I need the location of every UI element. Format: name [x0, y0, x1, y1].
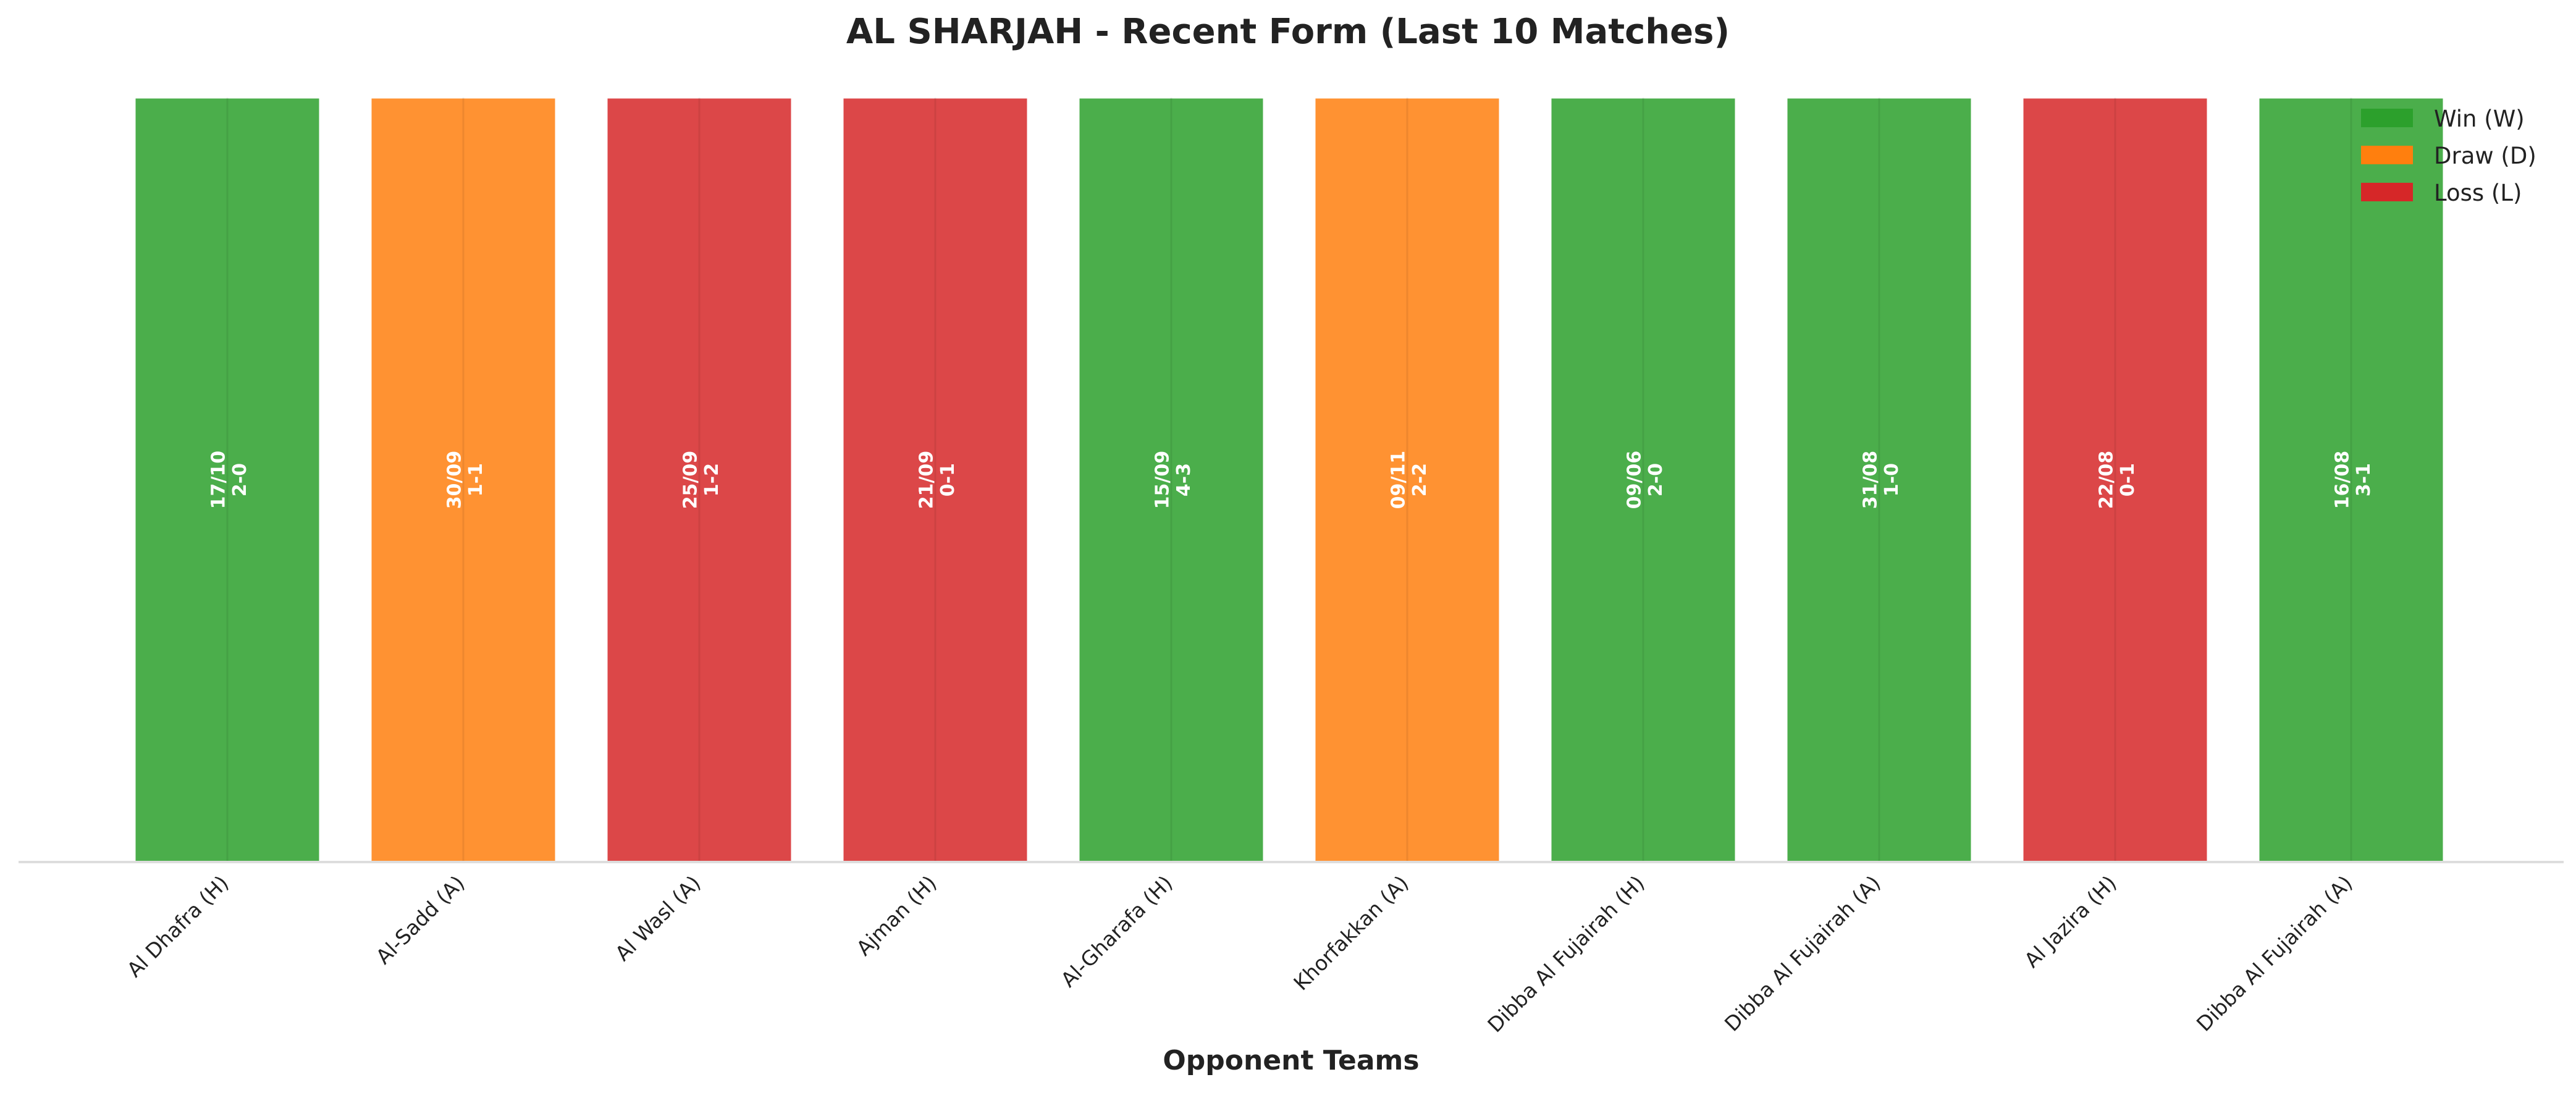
bar-5	[1077, 96, 1265, 863]
bar-score: 1-1	[465, 463, 487, 496]
bar-7	[1549, 96, 1737, 863]
x-tick-label: Khorfakkan (A)	[1289, 871, 1413, 995]
bars-group: 17/102-0 30/091-1 25/091-2 21/090-1 15/094-3…	[133, 96, 2445, 863]
legend-label-w: Win (W)	[2434, 106, 2525, 132]
bar-date: 09/06	[1624, 451, 1646, 509]
legend-swatch-d	[2361, 146, 2413, 164]
bar-label: 30/091-1	[444, 451, 487, 509]
bar-score: 2-0	[1645, 463, 1667, 496]
x-axis-label: Opponent Teams	[1163, 1045, 1419, 1076]
bar-label: 16/083-1	[2332, 451, 2375, 509]
bar-2	[369, 96, 557, 863]
bar-date: 22/08	[2096, 451, 2118, 509]
x-tick-label: Al-Sadd (A)	[371, 871, 469, 969]
bar-label: 21/090-1	[916, 451, 959, 509]
bar-score: 1-2	[701, 463, 723, 496]
x-tick-label: Al Jazira (H)	[2019, 871, 2121, 972]
bar-3	[605, 96, 793, 863]
bar-date: 17/10	[208, 451, 230, 509]
x-tick-labels: Al Dhafra (H) Al-Sadd (A) Al Wasl (A) Ajman…	[122, 871, 2357, 1037]
x-tick-label: Al-Gharafa (H)	[1056, 871, 1177, 992]
bar-date: 31/08	[1860, 451, 1882, 509]
bar-date: 16/08	[2332, 451, 2354, 509]
bar-label: 09/112-2	[1388, 451, 1431, 509]
x-tick-label: Dibba Al Fujairah (H)	[1483, 871, 1649, 1037]
bar-4	[841, 96, 1029, 863]
x-tick-label: Al Wasl (A)	[610, 871, 705, 966]
legend-label-d: Draw (D)	[2434, 143, 2536, 169]
bar-10	[2257, 96, 2445, 863]
bar-label: 22/080-1	[2096, 451, 2139, 509]
bar-date: 30/09	[444, 451, 466, 509]
chart-title: AL SHARJAH - Recent Form (Last 10 Matche…	[846, 12, 1730, 52]
bar-score: 3-1	[2353, 463, 2375, 496]
bar-date: 15/09	[1152, 451, 1174, 509]
legend-swatch-w	[2361, 109, 2413, 127]
bar-label: 17/102-0	[208, 451, 251, 509]
bar-score: 2-0	[229, 463, 251, 496]
bar-score: 4-3	[1173, 463, 1195, 496]
legend-label-l: Loss (L)	[2434, 180, 2522, 206]
legend-swatch-l	[2361, 183, 2413, 201]
bar-label: 09/062-0	[1624, 451, 1667, 509]
bar-6	[1313, 96, 1501, 863]
bar-date: 25/09	[680, 451, 702, 509]
bar-date: 21/09	[916, 451, 938, 509]
bar-score: 1-0	[1881, 463, 1903, 496]
bar-score: 0-1	[937, 463, 959, 496]
bar-date: 09/11	[1388, 451, 1410, 509]
x-tick-label: Ajman (H)	[852, 871, 941, 960]
bar-label: 31/081-0	[1860, 451, 1903, 509]
bar-score: 0-1	[2117, 463, 2139, 496]
x-tick-label: Dibba Al Fujairah (A)	[1720, 871, 1885, 1036]
bar-1	[133, 96, 321, 863]
bar-label: 25/091-2	[680, 451, 723, 509]
x-tick-label: Al Dhafra (H)	[122, 871, 234, 982]
bar-score: 2-2	[1409, 463, 1431, 496]
legend: Win (W) Draw (D) Loss (L)	[2361, 106, 2536, 206]
x-tick-label: Dibba Al Fujairah (A)	[2192, 871, 2357, 1036]
bar-label: 15/094-3	[1152, 451, 1195, 509]
